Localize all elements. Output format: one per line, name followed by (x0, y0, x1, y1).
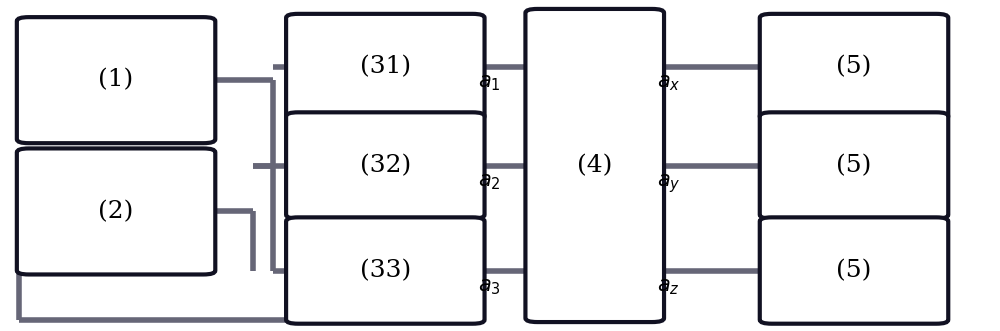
FancyBboxPatch shape (760, 112, 948, 219)
Text: (4): (4) (577, 154, 612, 177)
Text: $a_2$: $a_2$ (478, 172, 500, 192)
FancyBboxPatch shape (286, 217, 485, 324)
Text: $a_1$: $a_1$ (478, 73, 500, 93)
Text: $a_x$: $a_x$ (657, 73, 681, 93)
FancyBboxPatch shape (525, 9, 664, 322)
FancyBboxPatch shape (286, 112, 485, 219)
Text: (33): (33) (360, 259, 411, 282)
Text: (31): (31) (360, 56, 411, 78)
FancyBboxPatch shape (17, 17, 215, 143)
Text: (2): (2) (98, 200, 134, 223)
Text: (5): (5) (836, 56, 872, 78)
Text: $a_z$: $a_z$ (657, 277, 680, 297)
FancyBboxPatch shape (760, 14, 948, 120)
FancyBboxPatch shape (286, 14, 485, 120)
Text: (5): (5) (836, 259, 872, 282)
Text: (1): (1) (98, 69, 134, 92)
Text: (5): (5) (836, 154, 872, 177)
FancyBboxPatch shape (760, 217, 948, 324)
Text: $a_3$: $a_3$ (478, 277, 500, 297)
FancyBboxPatch shape (17, 148, 215, 274)
Text: $a_y$: $a_y$ (657, 172, 681, 195)
Text: (32): (32) (360, 154, 411, 177)
